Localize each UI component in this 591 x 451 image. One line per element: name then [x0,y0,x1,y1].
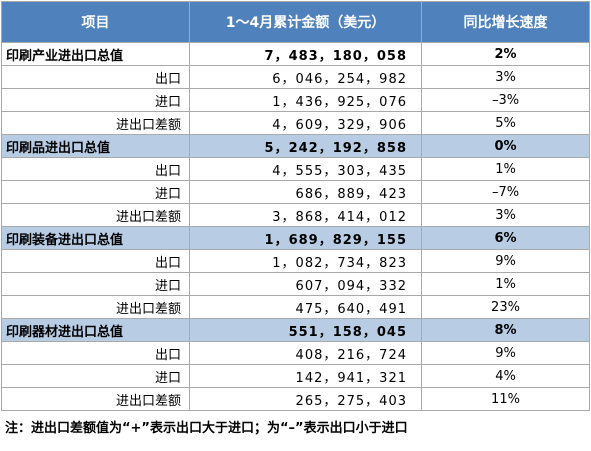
row-label: 进出口差额 [1,111,190,135]
row-growth: –3% [421,88,590,112]
table-row: 进出口差额 4，609，329，906 5% [1,111,590,135]
trade-table-container: 项目 1～4月累计金额（美元） 同比增长速度 印刷产业进出口总值 7，483，1… [1,1,590,436]
row-label: 进出口差额 [1,295,190,319]
row-label: 进出口差额 [1,203,190,227]
table-row: 出口 408，216，724 9% [1,341,590,365]
row-label: 出口 [1,249,190,273]
row-amount: 475，640，491 [189,295,422,319]
row-amount: 5，242，192，858 [189,134,422,158]
row-amount: 551，158，045 [189,318,422,342]
header-growth: 同比增长速度 [421,1,590,43]
row-growth: 8% [421,318,590,342]
header-item: 项目 [1,1,190,43]
trade-table: 项目 1～4月累计金额（美元） 同比增长速度 印刷产业进出口总值 7，483，1… [1,1,590,411]
table-row-group-materials: 印刷器材进出口总值 551，158，045 8% [1,318,590,342]
row-label: 印刷装备进出口总值 [1,226,190,250]
row-growth: 0% [421,134,590,158]
header-amount: 1～4月累计金额（美元） [189,1,422,43]
table-row-group-printed-matter: 印刷品进出口总值 5，242，192，858 0% [1,134,590,158]
row-label: 进口 [1,272,190,296]
row-label: 出口 [1,65,190,89]
row-label: 印刷品进出口总值 [1,134,190,158]
table-row: 进口 607，094，332 1% [1,272,590,296]
row-amount: 1，082，734，823 [189,249,422,273]
row-amount: 607，094，332 [189,272,422,296]
row-growth: 1% [421,272,590,296]
row-amount: 142，941，321 [189,364,422,388]
row-amount: 3，868，414，012 [189,203,422,227]
row-growth: 2% [421,42,590,66]
table-row-group-total: 印刷产业进出口总值 7，483，180，058 2% [1,42,590,66]
row-growth: 6% [421,226,590,250]
table-row: 进出口差额 3，868，414，012 3% [1,203,590,227]
row-label: 进口 [1,364,190,388]
row-amount: 1，436，925，076 [189,88,422,112]
row-amount: 1，689，829，155 [189,226,422,250]
row-growth: 9% [421,341,590,365]
row-growth: 3% [421,65,590,89]
table-row: 出口 6，046，254，982 3% [1,65,590,89]
row-amount: 4，609，329，906 [189,111,422,135]
table-row: 进口 142，941，321 4% [1,364,590,388]
table-row: 进口 686，889，423 –7% [1,180,590,204]
table-row: 进口 1，436，925，076 –3% [1,88,590,112]
row-amount: 6，046，254，982 [189,65,422,89]
row-amount: 4，555，303，435 [189,157,422,181]
row-label: 出口 [1,341,190,365]
row-growth: 9% [421,249,590,273]
row-growth: 3% [421,203,590,227]
row-label: 进出口差额 [1,387,190,411]
table-row: 出口 4，555，303，435 1% [1,157,590,181]
table-footnote: 注：进出口差额值为“+”表示出口大于进口；为“–”表示出口小于进口 [5,421,408,436]
table-row: 进出口差额 265，275，403 11% [1,387,590,411]
row-growth: 4% [421,364,590,388]
row-label: 出口 [1,157,190,181]
table-row-group-equipment: 印刷装备进出口总值 1，689，829，155 6% [1,226,590,250]
row-amount: 686，889，423 [189,180,422,204]
table-row: 进出口差额 475，640，491 23% [1,295,590,319]
row-growth: 11% [421,387,590,411]
row-amount: 265，275，403 [189,387,422,411]
table-row: 出口 1，082，734，823 9% [1,249,590,273]
row-growth: –7% [421,180,590,204]
row-label: 印刷器材进出口总值 [1,318,190,342]
row-growth: 5% [421,111,590,135]
row-growth: 1% [421,157,590,181]
row-label: 进口 [1,180,190,204]
table-header-row: 项目 1～4月累计金额（美元） 同比增长速度 [1,1,590,43]
row-label: 印刷产业进出口总值 [1,42,190,66]
row-label: 进口 [1,88,190,112]
row-amount: 408，216，724 [189,341,422,365]
row-growth: 23% [421,295,590,319]
row-amount: 7，483，180，058 [189,42,422,66]
